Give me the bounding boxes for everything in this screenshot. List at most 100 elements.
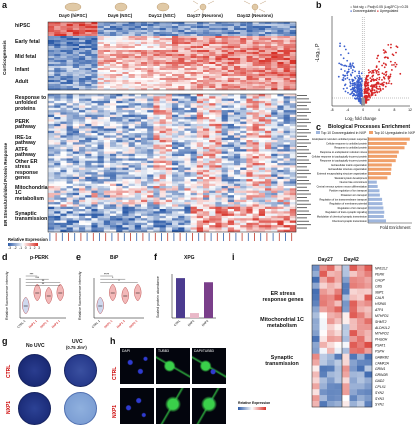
gene-name-mark	[297, 186, 307, 188]
heatmap-cell	[159, 70, 166, 73]
heatmap-cell	[165, 107, 173, 111]
heatmap-cell	[209, 54, 216, 57]
volcano-point	[360, 87, 363, 90]
heatmap-cell	[265, 190, 272, 194]
heatmap-cell	[265, 213, 272, 217]
sample-label-mark	[291, 233, 293, 241]
heatmap-cell	[234, 34, 241, 37]
panel-a-legend-bar	[8, 243, 38, 246]
heatmap-cell	[103, 22, 111, 25]
heatmap-cell	[234, 188, 241, 191]
heatmap-cell	[134, 121, 142, 125]
heatmap-cell	[116, 96, 123, 99]
heatmap-cell	[91, 211, 98, 214]
heatmap-cell	[72, 36, 80, 39]
heatmap-cell	[178, 179, 185, 182]
heatmap-cell	[128, 153, 135, 157]
heatmap-cell	[277, 117, 284, 120]
heatmap-cell	[258, 103, 266, 106]
heatmap-cell	[128, 121, 135, 125]
heatmap-cell	[203, 107, 210, 111]
heatmap-cell	[196, 28, 204, 31]
heatmap-cell	[277, 76, 284, 79]
heatmap-cell	[277, 160, 284, 164]
heatmap-cell	[85, 34, 92, 37]
heatmap-cell	[184, 133, 191, 136]
heatmap-cell	[283, 107, 290, 111]
heatmap-cell	[227, 114, 235, 118]
heatmap-cell	[196, 119, 204, 122]
heatmap-cell	[128, 84, 135, 87]
heatmap-cell	[289, 151, 297, 154]
heatmap-cell	[327, 347, 335, 354]
volcano-point	[373, 89, 376, 92]
heatmap-cell	[227, 66, 235, 69]
heatmap-cell	[283, 153, 290, 157]
heatmap-cell	[252, 94, 259, 97]
heatmap-cell	[128, 56, 135, 59]
heatmap-cell	[203, 204, 210, 207]
heatmap-cell	[178, 126, 185, 129]
heatmap-cell	[54, 144, 61, 148]
heatmap-cell	[103, 215, 111, 219]
heatmap-cell	[165, 167, 173, 171]
heatmap-cell	[265, 66, 272, 69]
heatmap-cell	[147, 38, 154, 41]
heatmap-cell	[116, 119, 123, 122]
heatmap-cell	[165, 225, 173, 228]
heatmap-cell	[110, 149, 117, 152]
heatmap-cell	[334, 371, 343, 378]
heatmap-cell	[66, 153, 73, 157]
heatmap-cell	[91, 158, 98, 161]
heatmap-cell	[221, 169, 228, 173]
heatmap-cell	[265, 117, 272, 120]
heatmap-cell	[172, 94, 179, 97]
heatmap-cell	[327, 324, 335, 331]
heatmap-cell	[110, 197, 117, 200]
heatmap-cell	[116, 84, 123, 87]
heatmap-cell	[265, 211, 272, 214]
heatmap-cell	[234, 82, 241, 85]
heatmap-cell	[196, 202, 204, 205]
volcano-point	[394, 65, 397, 68]
heatmap-cell	[184, 119, 191, 122]
heatmap-cell	[215, 174, 222, 177]
heatmap-cell	[265, 114, 272, 118]
heatmap-cell	[147, 72, 154, 75]
heatmap-cell	[54, 156, 61, 159]
heatmap-cell	[342, 282, 350, 289]
heatmap-cell	[289, 142, 297, 145]
heatmap-cell	[221, 153, 228, 157]
heatmap-cell	[54, 80, 61, 83]
heatmap-cell	[203, 158, 210, 161]
heatmap-cell	[178, 34, 185, 37]
heatmap-cell	[54, 62, 61, 65]
heatmap-cell	[289, 112, 297, 115]
heatmap-cell	[153, 70, 160, 73]
heatmap-cell	[97, 222, 104, 226]
heatmap-cell	[54, 38, 61, 41]
heatmap-cell	[234, 165, 241, 168]
heatmap-cell	[203, 78, 210, 81]
heatmap-cell	[110, 86, 117, 89]
heatmap-cell	[258, 225, 266, 228]
heatmap-cell	[334, 270, 343, 278]
heatmap-cell	[271, 112, 278, 115]
heatmap-cell	[271, 229, 278, 233]
heatmap-cell	[357, 353, 365, 360]
heatmap-cell	[234, 100, 241, 104]
heatmap-cell	[240, 121, 247, 125]
heatmap-cell	[215, 24, 222, 27]
heatmap-cell	[97, 82, 104, 85]
heatmap-cell	[364, 341, 373, 349]
heatmap-cell	[227, 50, 235, 53]
volcano-point	[371, 93, 374, 96]
heatmap-cell	[48, 100, 55, 104]
volcano-point	[350, 92, 353, 95]
heatmap-cell	[209, 172, 216, 175]
heatmap-cell	[141, 103, 148, 106]
heatmap-cell	[122, 48, 129, 51]
heatmap-cell	[221, 103, 228, 106]
heatmap-cell	[334, 353, 343, 360]
heatmap-cell	[153, 163, 160, 166]
